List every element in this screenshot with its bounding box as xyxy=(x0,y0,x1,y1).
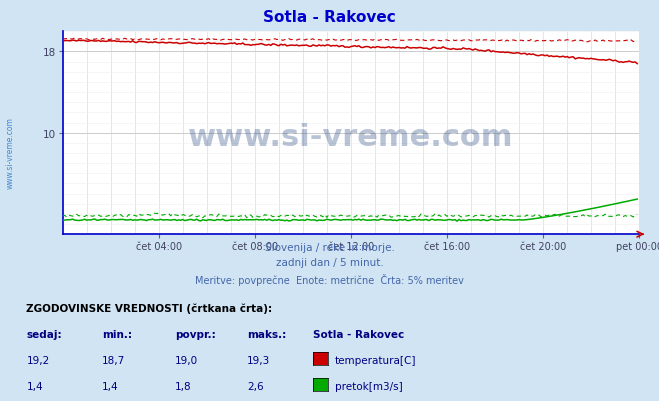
Text: 19,0: 19,0 xyxy=(175,355,198,365)
Text: Sotla - Rakovec: Sotla - Rakovec xyxy=(263,10,396,25)
Text: www.si-vreme.com: www.si-vreme.com xyxy=(188,123,513,152)
Text: temperatura[C]: temperatura[C] xyxy=(335,355,416,365)
Text: www.si-vreme.com: www.si-vreme.com xyxy=(5,117,14,188)
Text: maks.:: maks.: xyxy=(247,329,287,339)
Text: Slovenija / reke in morje.: Slovenija / reke in morje. xyxy=(264,243,395,253)
Text: povpr.:: povpr.: xyxy=(175,329,215,339)
Text: 18,7: 18,7 xyxy=(102,355,125,365)
Text: min.:: min.: xyxy=(102,329,132,339)
Text: ZGODOVINSKE VREDNOSTI (črtkana črta):: ZGODOVINSKE VREDNOSTI (črtkana črta): xyxy=(26,303,272,313)
Text: sedaj:: sedaj: xyxy=(26,329,62,339)
Text: 1,8: 1,8 xyxy=(175,381,191,391)
Text: pretok[m3/s]: pretok[m3/s] xyxy=(335,381,403,391)
Text: 2,6: 2,6 xyxy=(247,381,264,391)
Text: Sotla - Rakovec: Sotla - Rakovec xyxy=(313,329,404,339)
Text: 19,2: 19,2 xyxy=(26,355,49,365)
Text: zadnji dan / 5 minut.: zadnji dan / 5 minut. xyxy=(275,258,384,268)
Text: 1,4: 1,4 xyxy=(26,381,43,391)
Text: Meritve: povprečne  Enote: metrične  Črta: 5% meritev: Meritve: povprečne Enote: metrične Črta:… xyxy=(195,273,464,285)
Text: 1,4: 1,4 xyxy=(102,381,119,391)
Text: 19,3: 19,3 xyxy=(247,355,270,365)
